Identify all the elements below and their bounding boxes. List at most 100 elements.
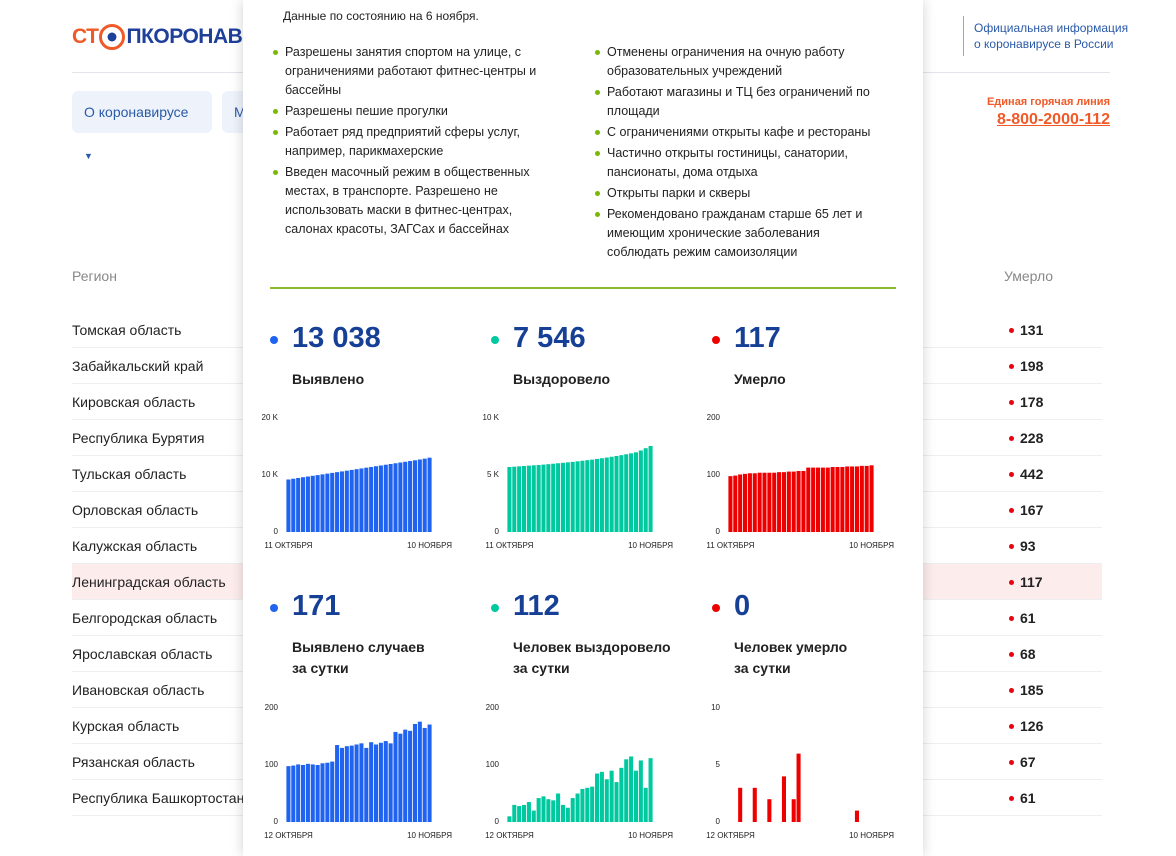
bar <box>648 758 653 822</box>
death-count: 185 <box>1020 682 1044 698</box>
bar <box>320 763 325 822</box>
stat-label-line: Человек выздоровело <box>513 639 671 655</box>
death-dot <box>1009 544 1014 549</box>
bar <box>560 462 565 532</box>
bar <box>325 762 330 822</box>
hotline: Единая горячая линия 8-800-2000-112 <box>987 96 1110 129</box>
bar <box>854 810 859 822</box>
bar <box>412 723 417 822</box>
bar <box>595 458 600 532</box>
x-tick-label: 10 НОЯБРЯ <box>849 831 894 840</box>
bar <box>551 463 556 532</box>
bar <box>315 765 320 822</box>
bar <box>840 467 845 532</box>
stat-dot <box>491 336 499 344</box>
bar <box>556 793 561 822</box>
death-dot <box>1009 760 1014 765</box>
bar <box>315 475 320 532</box>
death-count: 61 <box>1020 610 1036 626</box>
bar <box>330 472 335 532</box>
logo[interactable]: СТ ПКОРОНАВИ <box>72 24 257 50</box>
bar <box>427 457 432 532</box>
y-tick-label: 5 <box>716 760 721 769</box>
bar <box>359 743 364 822</box>
death-dot <box>1009 400 1014 405</box>
region-name: Белгородская область <box>72 610 218 626</box>
stat-label-line: Человек умерло <box>734 639 848 655</box>
bar <box>629 453 634 532</box>
stat-label: Выявлено случаев за сутки <box>292 637 425 679</box>
stat-dot <box>270 604 278 612</box>
stat-label: Выздоровело <box>513 369 610 390</box>
stat-label: Умерло <box>734 369 786 390</box>
y-tick-label: 10 <box>711 703 720 712</box>
x-tick-label: 11 ОКТЯБРЯ <box>264 541 312 550</box>
bar <box>648 445 653 532</box>
region-name: Забайкальский край <box>72 358 204 374</box>
bar <box>643 787 648 822</box>
bar <box>752 787 757 822</box>
bar <box>507 816 512 822</box>
bar <box>330 761 335 822</box>
stat-value: 7 546 <box>513 322 586 354</box>
bar <box>772 472 777 532</box>
death-dot <box>1009 436 1014 441</box>
x-tick-label: 10 НОЯБРЯ <box>628 541 673 550</box>
death-dot <box>1009 580 1014 585</box>
bar <box>349 745 354 822</box>
x-tick-label: 10 НОЯБРЯ <box>407 541 452 550</box>
bar <box>344 470 349 532</box>
y-tick-label: 0 <box>274 527 279 536</box>
bar <box>638 450 643 532</box>
bar <box>541 796 546 822</box>
bar <box>762 472 767 532</box>
bar <box>305 476 310 532</box>
bar <box>801 471 806 532</box>
measure-item: Отменены ограничения на очную работу обр… <box>595 43 877 81</box>
death-count: 68 <box>1020 646 1036 662</box>
y-tick-label: 200 <box>486 703 500 712</box>
bar <box>354 469 359 532</box>
bar <box>845 466 850 532</box>
bar <box>388 743 393 822</box>
stat-dot <box>270 336 278 344</box>
bar <box>585 787 590 822</box>
charts: 0 10 K 20 K 11 ОКТЯБРЯ 10 НОЯБРЯ 0 5 K 10 K 11 О… <box>262 413 895 840</box>
death-dot <box>1009 796 1014 801</box>
bar <box>580 460 585 532</box>
bar <box>791 799 796 822</box>
bar <box>565 807 570 822</box>
bar <box>291 765 296 822</box>
stat-dot <box>712 336 720 344</box>
bar <box>393 463 398 532</box>
x-tick-label: 10 НОЯБРЯ <box>849 541 894 550</box>
death-dot <box>1009 472 1014 477</box>
bar <box>767 799 772 822</box>
death-dot <box>1009 652 1014 657</box>
hotline-phone[interactable]: 8-800-2000-112 <box>997 111 1110 128</box>
stat-value: 112 <box>513 590 560 622</box>
bar <box>296 764 301 822</box>
nav-label: О коронавирусе <box>84 104 189 120</box>
bar <box>629 756 634 822</box>
bar <box>403 729 408 822</box>
bar <box>599 458 604 532</box>
bar <box>546 464 551 532</box>
y-tick-label: 0 <box>716 817 721 826</box>
bar <box>536 798 541 822</box>
bar <box>864 465 869 532</box>
bar <box>757 472 762 532</box>
official-info[interactable]: Официальная информация о коронавирусе в Р… <box>974 20 1128 52</box>
measure-item: С ограничениями открыты кафе и рестораны <box>595 123 877 142</box>
bar <box>850 466 855 532</box>
region-name: Рязанская область <box>72 754 195 770</box>
bar <box>796 471 801 532</box>
death-count: 228 <box>1020 430 1044 446</box>
x-tick-label: 12 ОКТЯБРЯ <box>485 831 534 840</box>
nav-button[interactable]: О коронавирусе ▼ <box>72 91 212 161</box>
bar <box>378 742 383 822</box>
bar <box>747 473 752 532</box>
bar <box>296 477 301 532</box>
bar <box>522 465 527 532</box>
bar <box>825 467 830 532</box>
